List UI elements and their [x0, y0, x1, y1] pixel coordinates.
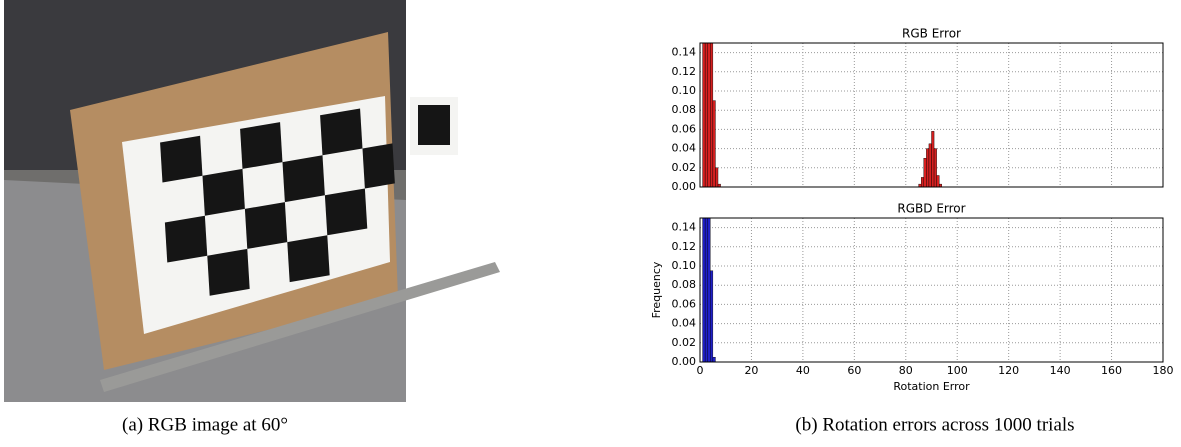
chart-title: RGBD Error: [897, 202, 965, 216]
y-tick-label: 0.00: [672, 355, 697, 368]
bar: [702, 218, 706, 362]
bar: [704, 218, 708, 362]
y-tick-label: 0.14: [672, 221, 697, 234]
bar: [928, 143, 932, 187]
x-tick-label: 60: [847, 364, 861, 377]
bar: [931, 131, 935, 187]
x-tick-label: 140: [1050, 364, 1071, 377]
chart: RGBD Error 0.00 0.02 0.04 0.06 0.08 0.10 0.12 0.…: [650, 202, 1174, 394]
x-axis-label: Rotation Error: [893, 380, 970, 393]
bar: [710, 270, 714, 362]
y-tick-label: 0.00: [672, 180, 697, 193]
x-tick-label: 100: [947, 364, 968, 377]
plot-frame: [699, 42, 1164, 188]
caption: (a) RGB image at 60°: [122, 414, 288, 435]
bar: [933, 148, 937, 187]
bar: [702, 43, 706, 187]
bar: [921, 177, 924, 187]
y-tick-label: 0.10: [672, 84, 697, 97]
y-tick-label: 0.08: [672, 278, 697, 291]
bar: [704, 43, 708, 187]
bar: [712, 357, 716, 362]
chart-title: RGB Error: [902, 27, 961, 41]
y-tick-label: 0.04: [672, 317, 697, 330]
x-tick-label: 160: [1101, 364, 1122, 377]
y-tick-label: 0.06: [672, 122, 697, 135]
y-tick-label: 0.02: [672, 336, 697, 349]
bar: [936, 175, 940, 187]
y-tick-label: 0.10: [672, 259, 697, 272]
y-tick-label: 0.12: [672, 65, 697, 78]
bar: [712, 100, 716, 187]
bar: [707, 218, 711, 362]
x-tick-label: 20: [744, 364, 758, 377]
y-tick-label: 0.12: [672, 240, 697, 253]
caption: (b) Rotation errors across 1000 trials: [795, 414, 1074, 435]
x-tick-label: 40: [796, 364, 810, 377]
plot-frame: [699, 217, 1164, 363]
bar: [923, 157, 927, 187]
bar: [926, 148, 930, 187]
y-tick-label: 0.14: [672, 46, 697, 59]
y-tick-label: 0.08: [672, 103, 697, 116]
y-tick-label: 0.02: [672, 161, 697, 174]
bar: [707, 43, 711, 187]
bars: [702, 43, 942, 187]
x-tick-label: 80: [899, 364, 913, 377]
y-axis-label: Frequency: [650, 261, 663, 318]
photo: [4, 0, 500, 402]
chart: RGB Error 0.00 0.02 0.04 0.06 0.08 0.10 0.12 0.1…: [672, 27, 1164, 193]
bar: [710, 43, 714, 187]
bar: [715, 167, 719, 187]
x-tick-label: 0: [697, 364, 704, 377]
x-tick-label: 120: [998, 364, 1019, 377]
x-tick-label: 180: [1153, 364, 1174, 377]
y-tick-label: 0.06: [672, 297, 697, 310]
y-tick-label: 0.04: [672, 142, 697, 155]
